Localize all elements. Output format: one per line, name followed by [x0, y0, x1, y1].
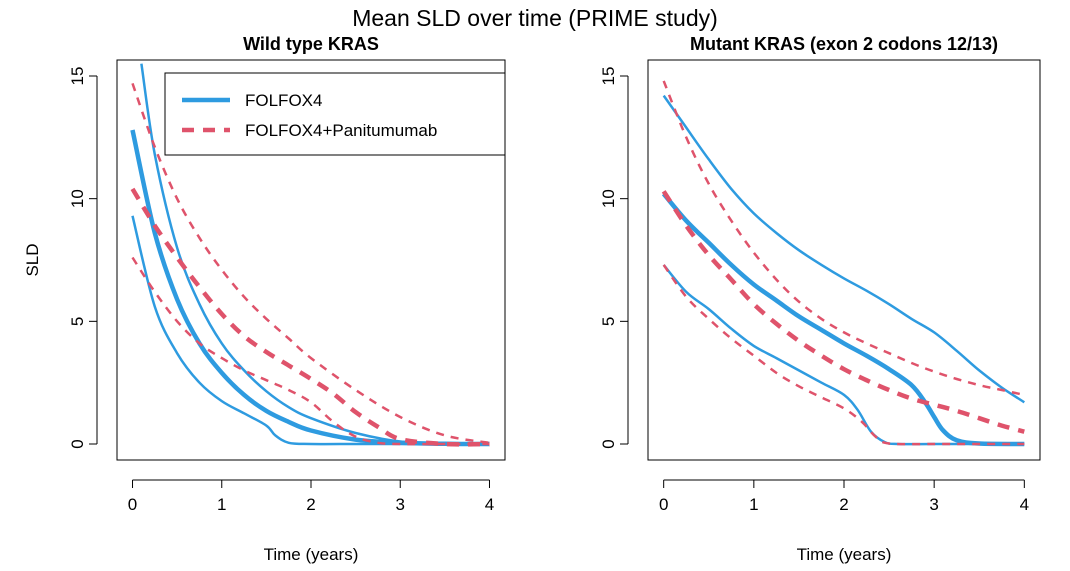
series-line-folfox4-upper: [140, 63, 490, 446]
x-tick-label: 4: [1020, 495, 1029, 514]
y-tick-label: 15: [599, 67, 618, 86]
panel-title: Wild type KRAS: [243, 34, 379, 54]
x-tick-label: 2: [839, 495, 848, 514]
series-line-folfox4-mean: [661, 192, 1025, 447]
series-group: [661, 80, 1025, 447]
figure-title: Mean SLD over time (PRIME study): [352, 5, 718, 31]
series-line-folfox4-panitumumab-upper: [662, 80, 1025, 397]
plot-frame: [647, 59, 1041, 461]
y-tick-label: 5: [68, 317, 87, 326]
series-line-folfox4-panitumumab-lower: [662, 264, 1025, 446]
y-tick-label: 10: [599, 189, 618, 208]
y-tick-label: 10: [68, 189, 87, 208]
legend-label: FOLFOX4+Panitumumab: [245, 121, 437, 140]
x-tick-label: 2: [306, 495, 315, 514]
legend-label: FOLFOX4: [245, 91, 322, 110]
y-tick-label: 15: [68, 67, 87, 86]
x-tick-label: 3: [929, 495, 938, 514]
series-line-folfox4-panitumumab-mean: [661, 190, 1025, 434]
y-tick-label: 5: [599, 317, 618, 326]
series-line-folfox4-panitumumab-upper: [131, 82, 490, 445]
series-group: [130, 63, 490, 447]
series-line-folfox4-panitumumab-lower: [131, 256, 490, 446]
panel-2: Mutant KRAS (exon 2 codons 12/13) 0 1 2 3 4 Ti…: [599, 34, 1041, 564]
x-tick-label: 0: [659, 495, 668, 514]
series-line-folfox4-mean: [130, 129, 490, 447]
panel-1: Wild type KRAS 0 1 2 3 4 Time (years) 0 5 10 15 SLD: [23, 34, 506, 564]
legend-box: [164, 72, 506, 156]
x-tick-label: 1: [749, 495, 758, 514]
x-tick-label: 1: [217, 495, 226, 514]
plot-frame: [116, 59, 506, 461]
series-line-folfox4-panitumumab-mean: [130, 187, 490, 447]
x-tick-label: 3: [396, 495, 405, 514]
x-axis-label: Time (years): [264, 545, 359, 564]
series-line-folfox4-upper: [662, 94, 1025, 404]
series-line-folfox4-lower: [662, 264, 1025, 446]
y-axis-label: SLD: [23, 243, 42, 276]
y-tick-label: 0: [68, 439, 87, 448]
panel-title: Mutant KRAS (exon 2 codons 12/13): [690, 34, 998, 54]
y-tick-label: 0: [599, 439, 618, 448]
legend: FOLFOX4 FOLFOX4+Panitumumab: [164, 72, 506, 156]
x-axis-label: Time (years): [797, 545, 892, 564]
x-tick-label: 0: [128, 495, 137, 514]
x-tick-label: 4: [485, 495, 494, 514]
